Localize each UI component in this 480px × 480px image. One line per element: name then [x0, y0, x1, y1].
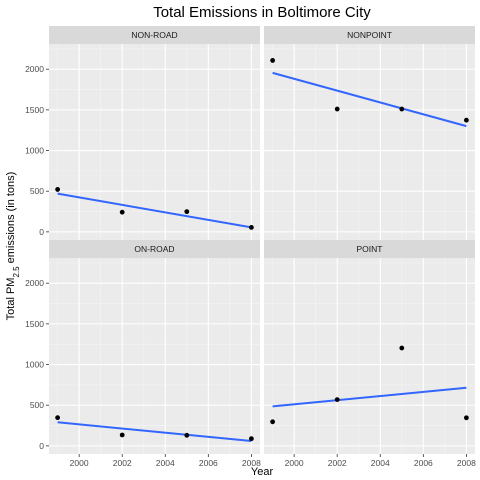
data-point-non-road [55, 187, 61, 192]
y-axis-title-suffix: emissions (in tons) [5, 172, 17, 267]
data-point-nonpoint [334, 106, 340, 112]
y-tick-label: 0 [39, 441, 44, 451]
panel-bg-point [264, 258, 475, 454]
y-tick-label: 2000 [25, 278, 44, 288]
strip-non-road [49, 26, 260, 44]
y-axis-title-prefix: Total PM [5, 278, 17, 321]
y-tick-label: 1500 [25, 105, 44, 115]
data-point-point [463, 415, 469, 421]
y-tick-label: 0 [39, 227, 44, 237]
x-tick-label: 2002 [113, 458, 132, 468]
data-point-point [399, 345, 405, 351]
strip-point [264, 240, 475, 258]
x-tick-label: 2008 [242, 458, 261, 468]
x-tick-label: 2004 [371, 458, 390, 468]
panel-point: POINT 2000 2002 2004 2006 2008 [264, 240, 476, 468]
chart-title: Total Emissions in Boltimore City [153, 4, 371, 21]
strip-on-road [49, 240, 260, 258]
panel-nonpoint: NONPOINT [264, 26, 475, 240]
facet-panels: NON-ROAD 0 500 1000 1500 2000 NONPOINT ON-ROAD 0… [25, 26, 476, 468]
y-tick-label: 1000 [25, 360, 44, 370]
y-tick-label: 500 [30, 186, 44, 196]
y-tick-label: 2000 [25, 64, 44, 74]
data-point-on-road [184, 432, 190, 438]
strip-nonpoint [264, 26, 475, 44]
trend-line-on-road [57, 421, 252, 442]
strip-label-non-road: NON-ROAD [131, 30, 177, 40]
panel-non-road: NON-ROAD 0 500 1000 1500 2000 [25, 26, 260, 240]
panel-bg-on-road [49, 258, 260, 454]
x-tick-label: 2006 [414, 458, 433, 468]
x-axis-title: Year [251, 466, 274, 478]
data-point-on-road [55, 415, 61, 421]
y-tick-label: 1500 [25, 319, 44, 329]
strip-label-on-road: ON-ROAD [134, 244, 174, 254]
data-point-nonpoint [270, 58, 276, 63]
data-point-nonpoint [463, 117, 469, 123]
data-point-point [270, 419, 276, 425]
strip-label-point: POINT [357, 244, 383, 254]
panel-on-road: ON-ROAD 0 500 1000 1500 2000 2000 2002 2004 2006 2… [25, 240, 261, 468]
panel-bg-nonpoint [264, 44, 475, 240]
x-tick-label: 2006 [199, 458, 218, 468]
y-axis-title-subscript: 2.5 [12, 266, 21, 278]
panel-bg-non-road [49, 44, 260, 240]
y-tick-label: 500 [30, 400, 44, 410]
y-axis-title: Total PM2.5 emissions (in tons) [5, 172, 21, 321]
x-tick-label: 2002 [328, 458, 347, 468]
data-point-non-road [119, 209, 125, 215]
data-point-non-road [248, 224, 254, 230]
data-point-non-road [184, 209, 190, 215]
y-tick-label: 1000 [25, 146, 44, 156]
data-point-point [334, 397, 340, 402]
strip-label-nonpoint: NONPOINT [347, 30, 392, 40]
x-tick-label: 2000 [70, 458, 89, 468]
x-tick-label: 2004 [156, 458, 175, 468]
data-point-on-road [119, 432, 125, 438]
x-tick-label: 2000 [285, 458, 304, 468]
trend-line-nonpoint [272, 71, 467, 128]
data-point-on-road [248, 436, 254, 442]
data-point-nonpoint [399, 106, 405, 112]
trend-line-non-road [57, 192, 252, 229]
x-tick-label: 2008 [457, 458, 476, 468]
trend-line-point [272, 386, 467, 408]
